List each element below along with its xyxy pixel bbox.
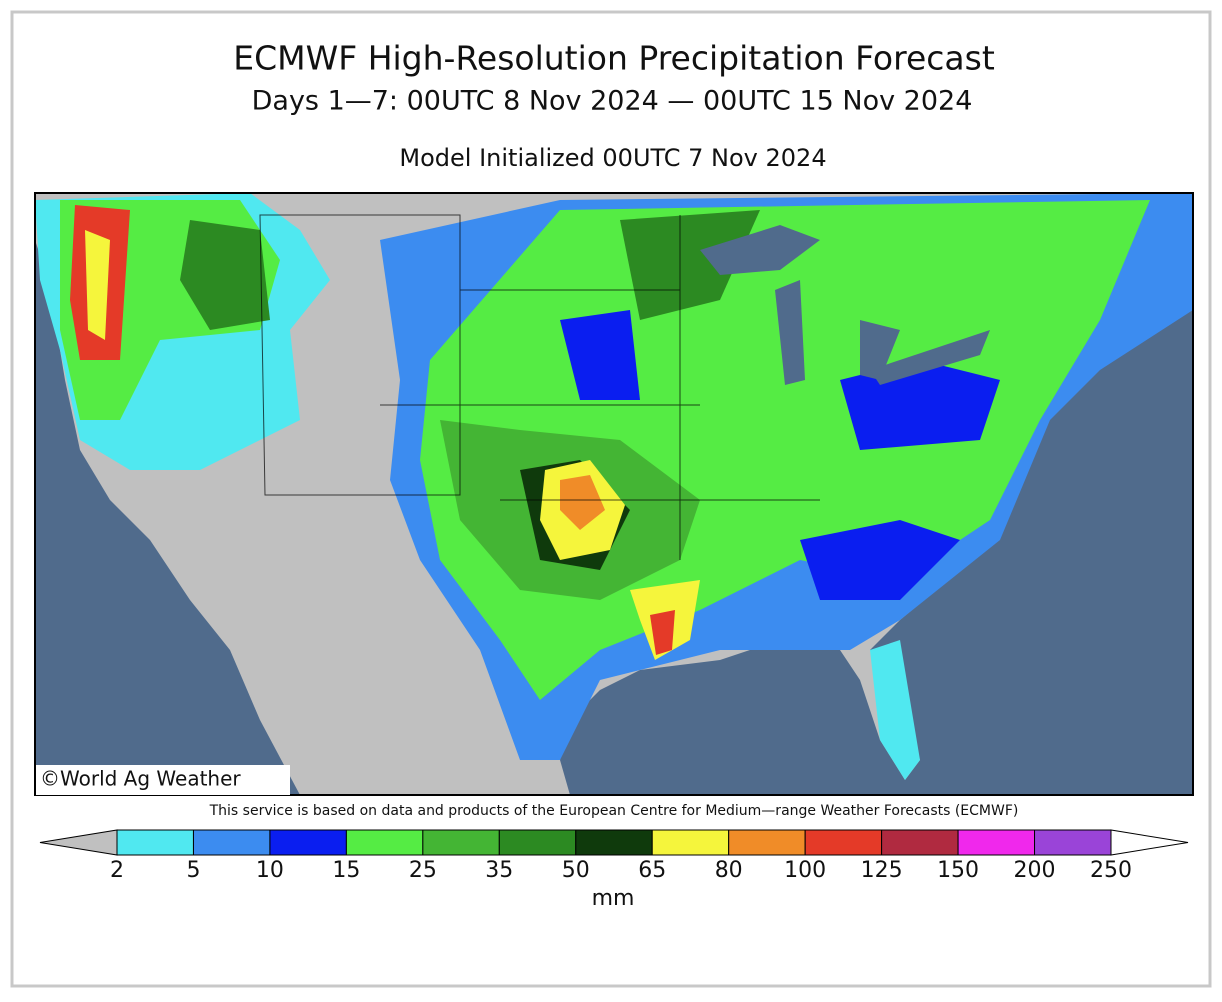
map-border bbox=[34, 192, 1194, 796]
legend-swatch bbox=[881, 829, 959, 856]
legend-tick-label: 5 bbox=[186, 858, 200, 883]
legend-tick-label: 15 bbox=[332, 858, 360, 883]
precip-area bbox=[800, 520, 960, 600]
legend-swatch bbox=[345, 829, 424, 856]
legend-swatch bbox=[957, 829, 1036, 856]
precip-area bbox=[650, 610, 675, 655]
legend-swatch bbox=[1034, 829, 1112, 856]
init-time: Model Initialized 00UTC 7 Nov 2024 bbox=[399, 144, 826, 172]
legend-swatch bbox=[498, 829, 577, 856]
lake bbox=[700, 225, 820, 275]
copyright-box bbox=[36, 765, 290, 795]
legend-swatch bbox=[651, 829, 730, 856]
legend-swatch bbox=[116, 829, 194, 856]
legend-tick-label: 10 bbox=[256, 858, 284, 883]
precip-area bbox=[560, 475, 605, 530]
copyright: ©World Ag Weather bbox=[40, 767, 241, 791]
legend-tick-label: 50 bbox=[562, 858, 590, 883]
legend-tick-label: 25 bbox=[409, 858, 437, 883]
legend-swatch bbox=[728, 829, 806, 856]
attribution: This service is based on data and produc… bbox=[209, 803, 1019, 819]
legend-tick-label: 150 bbox=[937, 858, 979, 883]
subtitle: Days 1—7: 00UTC 8 Nov 2024 — 00UTC 15 No… bbox=[252, 86, 973, 117]
precip-area bbox=[620, 210, 760, 320]
legend-tick-label: 100 bbox=[784, 858, 826, 883]
legend-tick-label: 65 bbox=[638, 858, 666, 883]
precip-area bbox=[870, 640, 920, 780]
legend-tick-label: 200 bbox=[1014, 858, 1056, 883]
borders bbox=[259, 214, 820, 560]
precip-area bbox=[85, 230, 110, 340]
precip-area bbox=[180, 220, 270, 330]
precip-area bbox=[560, 310, 640, 400]
legend-tick-label: 80 bbox=[715, 858, 743, 883]
legend-tick-label: 125 bbox=[861, 858, 903, 883]
legend-tick-label: 2 bbox=[110, 858, 124, 883]
legend-swatch bbox=[422, 829, 500, 856]
legend-tick-label: 250 bbox=[1090, 858, 1132, 883]
lake bbox=[870, 330, 990, 385]
legend-swatch bbox=[804, 829, 883, 856]
legend-arrow bbox=[1110, 829, 1189, 856]
title: ECMWF High-Resolution Precipitation Fore… bbox=[233, 39, 995, 78]
map: ©World Ag Weather bbox=[34, 192, 1194, 796]
lake bbox=[775, 280, 805, 385]
lake bbox=[860, 320, 900, 380]
legend-swatch bbox=[575, 829, 653, 856]
legend-tick-label: 35 bbox=[485, 858, 513, 883]
legend-swatch bbox=[192, 829, 271, 856]
legend-unit: mm bbox=[592, 886, 635, 911]
legend-swatch bbox=[269, 829, 347, 856]
